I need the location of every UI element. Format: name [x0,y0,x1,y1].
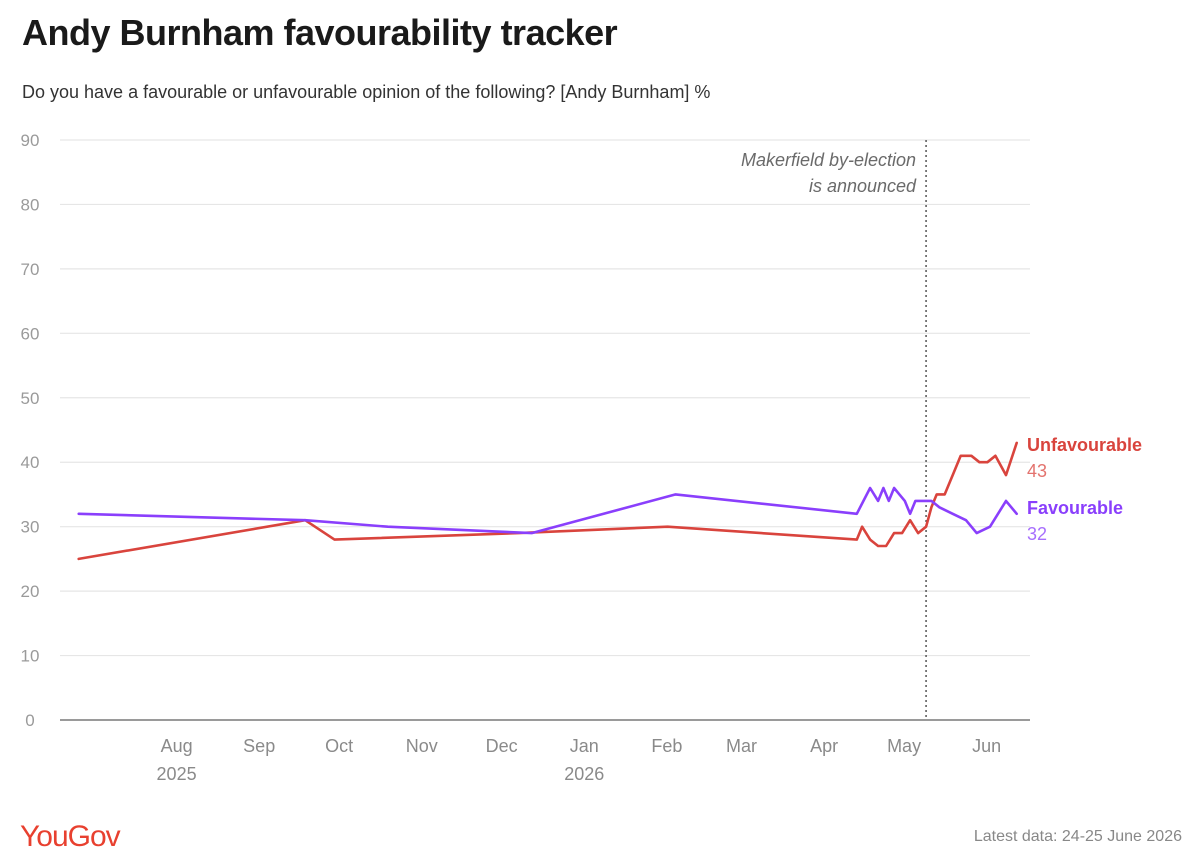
y-tick-label: 90 [21,131,40,150]
x-tick-label: Aug [161,736,193,756]
unfavourable-series-name: Unfavourable [1027,435,1142,455]
x-tick-label: Jun [972,736,1001,756]
x-tick-label: Sep [243,736,275,756]
y-tick-label: 10 [21,647,40,666]
x-tick-label: Mar [726,736,757,756]
x-tick-label: Jan [570,736,599,756]
chart-title: Andy Burnham favourability tracker [22,12,618,53]
x-tick-year-label: 2026 [564,764,604,784]
x-tick-year-label: 2025 [157,764,197,784]
series-lines [77,441,1019,561]
x-tick-label: May [887,736,921,756]
y-tick-label: 60 [21,324,40,343]
x-tick-label: Apr [810,736,838,756]
y-tick-label: 50 [21,389,40,408]
annotation: Makerfield by-election is announced [741,140,927,720]
yougov-logo: YouGov [20,820,121,853]
favourable-line [77,486,1019,535]
favourable-series-name: Favourable [1027,498,1123,518]
gridlines [60,139,1030,721]
chart-subtitle: Do you have a favourable or unfavourable… [22,82,711,102]
x-tick-label: Nov [406,736,438,756]
y-axis-ticks: 0 10 20 30 40 50 60 70 80 90 [21,131,40,730]
x-tick-label: Dec [486,736,518,756]
annotation-text: is announced [809,176,917,196]
y-tick-label: 80 [21,195,40,214]
x-axis-ticks: Aug 2025 Sep Oct Nov Dec Jan 2026 Feb Mar Apr May Ju… [157,736,1002,784]
y-tick-label: 70 [21,260,40,279]
x-tick-label: Feb [651,736,682,756]
end-labels: Unfavourable 43 Favourable 32 [1027,435,1142,544]
y-tick-label: 40 [21,453,40,472]
unfavourable-series-value: 43 [1027,461,1047,481]
unfavourable-line [77,441,1019,561]
favourable-series-value: 32 [1027,524,1047,544]
annotation-text: Makerfield by-election [741,150,916,170]
x-tick-label: Oct [325,736,353,756]
y-tick-label: 20 [21,582,40,601]
latest-data-note: Latest data: 24-25 June 2026 [973,828,1182,845]
y-tick-label: 30 [21,518,40,537]
y-tick-label: 0 [25,711,34,730]
